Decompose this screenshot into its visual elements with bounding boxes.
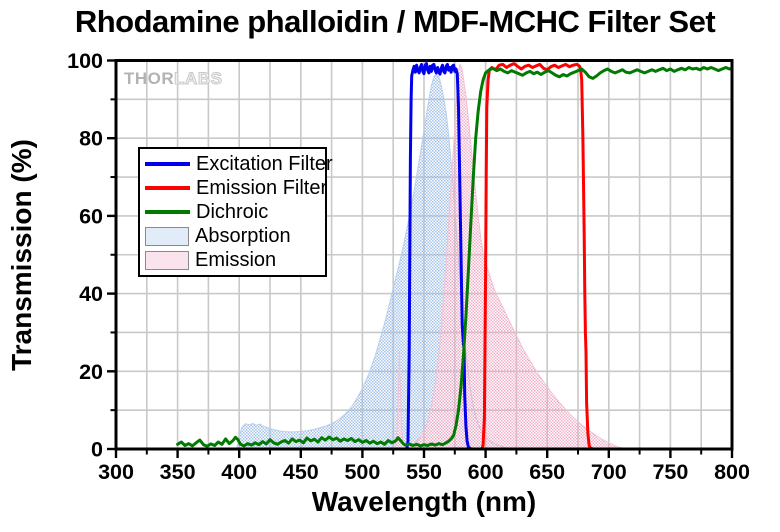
curve-emission-filter [114, 62, 734, 451]
legend-item-absorption: Absorption [145, 226, 320, 246]
legend-label-absorption: Absorption [195, 225, 291, 247]
legend-item-emission-filter: Emission Filter [145, 178, 327, 198]
x-tick-label: 400 [221, 460, 257, 484]
x-axis-title: Wavelength (nm) [311, 486, 537, 517]
legend-area-swatch-absorption [145, 226, 189, 246]
legend-label-emission-dye: Emission [195, 249, 277, 271]
legend: Excitation Filter Emission Filter Dichro… [138, 147, 333, 277]
legend-area-swatch-emission [145, 250, 189, 270]
curve-dichroic [176, 66, 734, 448]
chart-title: Rhodamine phalloidin / MDF-MCHC Filter S… [74, 4, 716, 39]
spectra-curves [114, 62, 734, 451]
x-tick-label: 650 [529, 460, 565, 484]
watermark-labs: LABS [174, 69, 223, 89]
legend-label-dichroic: Dichroic [196, 201, 269, 223]
watermark-thor: THOR [124, 69, 175, 88]
thorlabs-watermark: THORLABS [124, 69, 222, 89]
y-tick-label: 60 [79, 204, 103, 228]
x-tick-label: 750 [652, 460, 688, 484]
axis-ticks [107, 59, 734, 458]
y-tick-label: 80 [79, 127, 103, 151]
x-tick-label: 300 [98, 460, 134, 484]
y-tick-label: 0 [91, 438, 103, 462]
x-tick-label: 800 [714, 460, 750, 484]
legend-item-excitation-filter: Excitation Filter [145, 154, 333, 174]
axis-tick-labels: 300 350 400 450 500 550 600 650 700 750 800 0 20 40 60… [67, 49, 750, 484]
y-tick-label: 100 [67, 49, 103, 73]
x-tick-label: 500 [344, 460, 380, 484]
y-tick-label: 40 [79, 282, 103, 306]
x-tick-label: 550 [406, 460, 442, 484]
legend-line-swatch-emission [145, 186, 190, 190]
x-tick-label: 350 [160, 460, 196, 484]
y-tick-label: 20 [79, 360, 103, 384]
legend-item-emission-dye: Emission [145, 250, 320, 270]
legend-line-swatch-excitation [145, 162, 190, 166]
curve-excitation-filter [405, 62, 596, 451]
x-tick-label: 700 [591, 460, 627, 484]
legend-item-dichroic: Dichroic [145, 202, 320, 222]
legend-line-swatch-dichroic [145, 210, 190, 214]
legend-label-excitation: Excitation Filter [196, 153, 333, 175]
x-tick-label: 600 [468, 460, 504, 484]
x-tick-label: 450 [283, 460, 319, 484]
legend-label-emission: Emission Filter [196, 177, 328, 199]
